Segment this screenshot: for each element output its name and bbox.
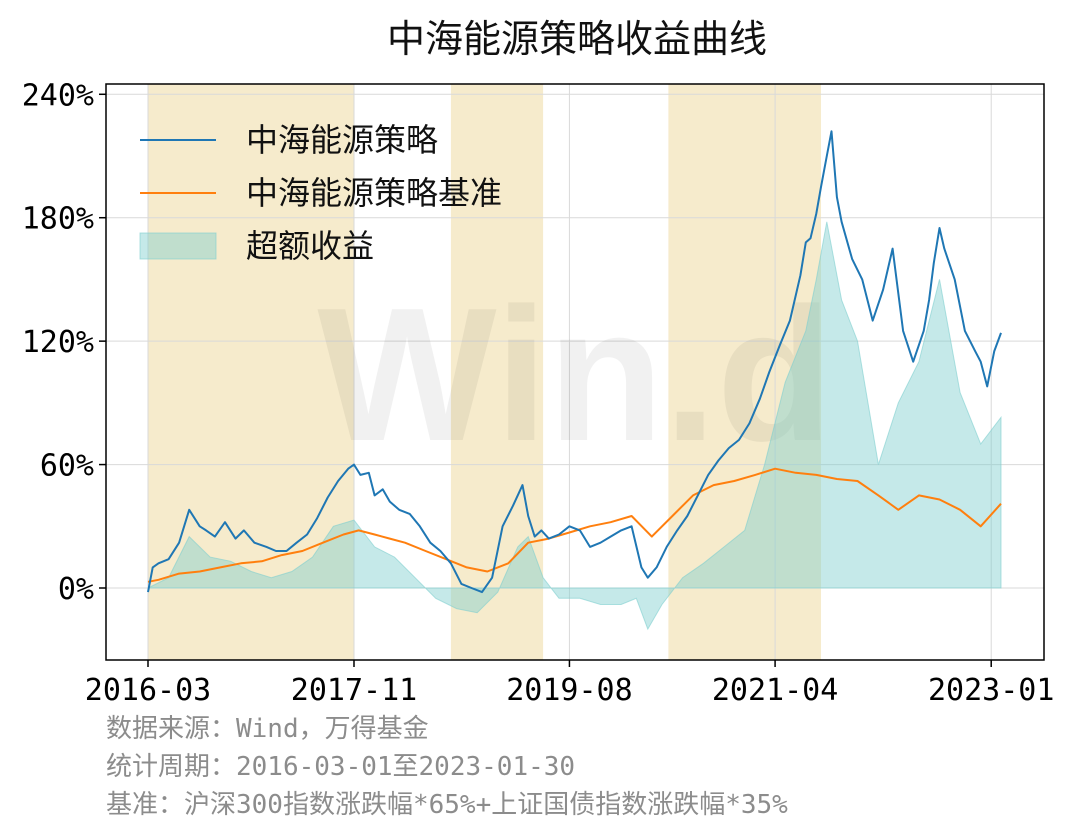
x-axis: 2016-03 2017-11 2019-08 2021-04 2023-01 [85,660,1054,708]
data-source-note: 数据来源：Wind，万得基金 [106,714,429,744]
chart-title: 中海能源策略收益曲线 [387,17,767,61]
legend-label-excess: 超额收益 [246,227,374,265]
shaded-period-0 [148,84,354,660]
series-lines [147,130,1002,594]
y-tick-label-0: 0% [58,572,94,607]
y-tick-label-4: 240% [22,78,94,113]
y-tick-label-3: 180% [22,202,94,237]
y-axis: 0% 60% 120% 180% 240% [22,78,106,607]
shaded-period-2 [668,84,822,660]
x-tick-label-2: 2019-08 [506,673,632,708]
benchmark-note: 基准：沪深300指数涨跌幅*65%+上证国债指数涨跌幅*35% [106,790,788,820]
shaded-period-1 [450,84,544,660]
benchmark-line [147,467,1002,583]
x-tick-label-1: 2017-11 [291,673,417,708]
legend-swatch-excess [139,232,217,260]
period-note: 统计周期：2016-03-01至2023-01-30 [106,752,576,782]
shaded-periods [148,84,822,660]
y-tick-label-2: 120% [22,325,94,360]
x-tick-label-3: 2021-04 [712,673,838,708]
excess-return-fill [147,221,1002,631]
watermark-logo: Win.d [317,269,832,481]
x-tick-label-0: 2016-03 [85,673,211,708]
legend-label-benchmark: 中海能源策略基准 [246,174,502,212]
strategy-line [147,130,1002,594]
legend-label-strategy: 中海能源策略 [246,121,438,159]
excess-return-area [147,221,1002,631]
x-tick-label-4: 2023-01 [928,673,1054,708]
plot-frame [105,83,1045,661]
y-tick-label-1: 60% [40,449,94,484]
